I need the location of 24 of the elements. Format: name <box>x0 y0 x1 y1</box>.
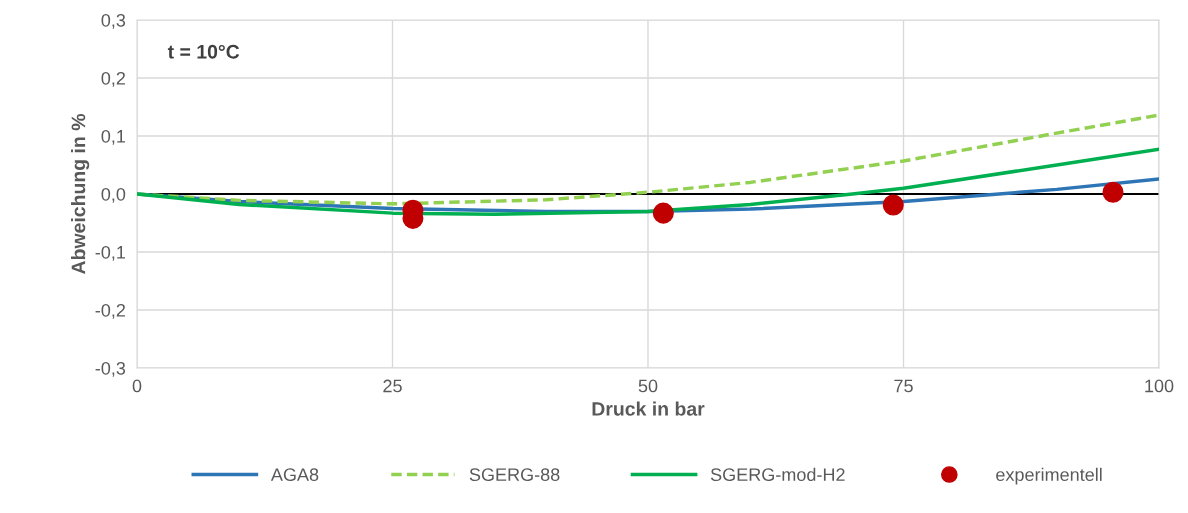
y-tick-label: 0,0 <box>101 187 126 203</box>
line-series <box>137 147 1159 217</box>
point <box>882 194 904 216</box>
point <box>1102 181 1124 203</box>
y-tick-label: 0,2 <box>101 71 125 87</box>
annotation: t = 10°C <box>167 44 240 59</box>
legend-label: experimentell <box>996 467 1102 485</box>
y-tick-label: 0,3 <box>101 13 126 29</box>
legend-label: SGERG-mod-H2 <box>710 467 845 482</box>
x-tick-label: 100 <box>1145 379 1174 393</box>
legend-label: AGA8 <box>270 468 319 482</box>
y-tick-label: -0,2 <box>95 303 125 319</box>
x-tick-label: 75 <box>894 379 913 393</box>
y-tick-label: -0,3 <box>95 361 126 377</box>
legend-label: SGERG-88 <box>469 468 560 482</box>
y-axis-title: Abweichung in % <box>71 114 90 274</box>
x-axis-title: Druck in bar <box>592 401 705 416</box>
line-series <box>137 113 1159 206</box>
x-tick-label: 25 <box>383 379 402 393</box>
point <box>652 202 674 224</box>
y-tick-label: 0,1 <box>101 129 126 145</box>
x-tick-label: 50 <box>638 379 658 393</box>
y-tick-label: -0,1 <box>95 245 126 261</box>
x-tick-label: 0 <box>132 379 142 393</box>
